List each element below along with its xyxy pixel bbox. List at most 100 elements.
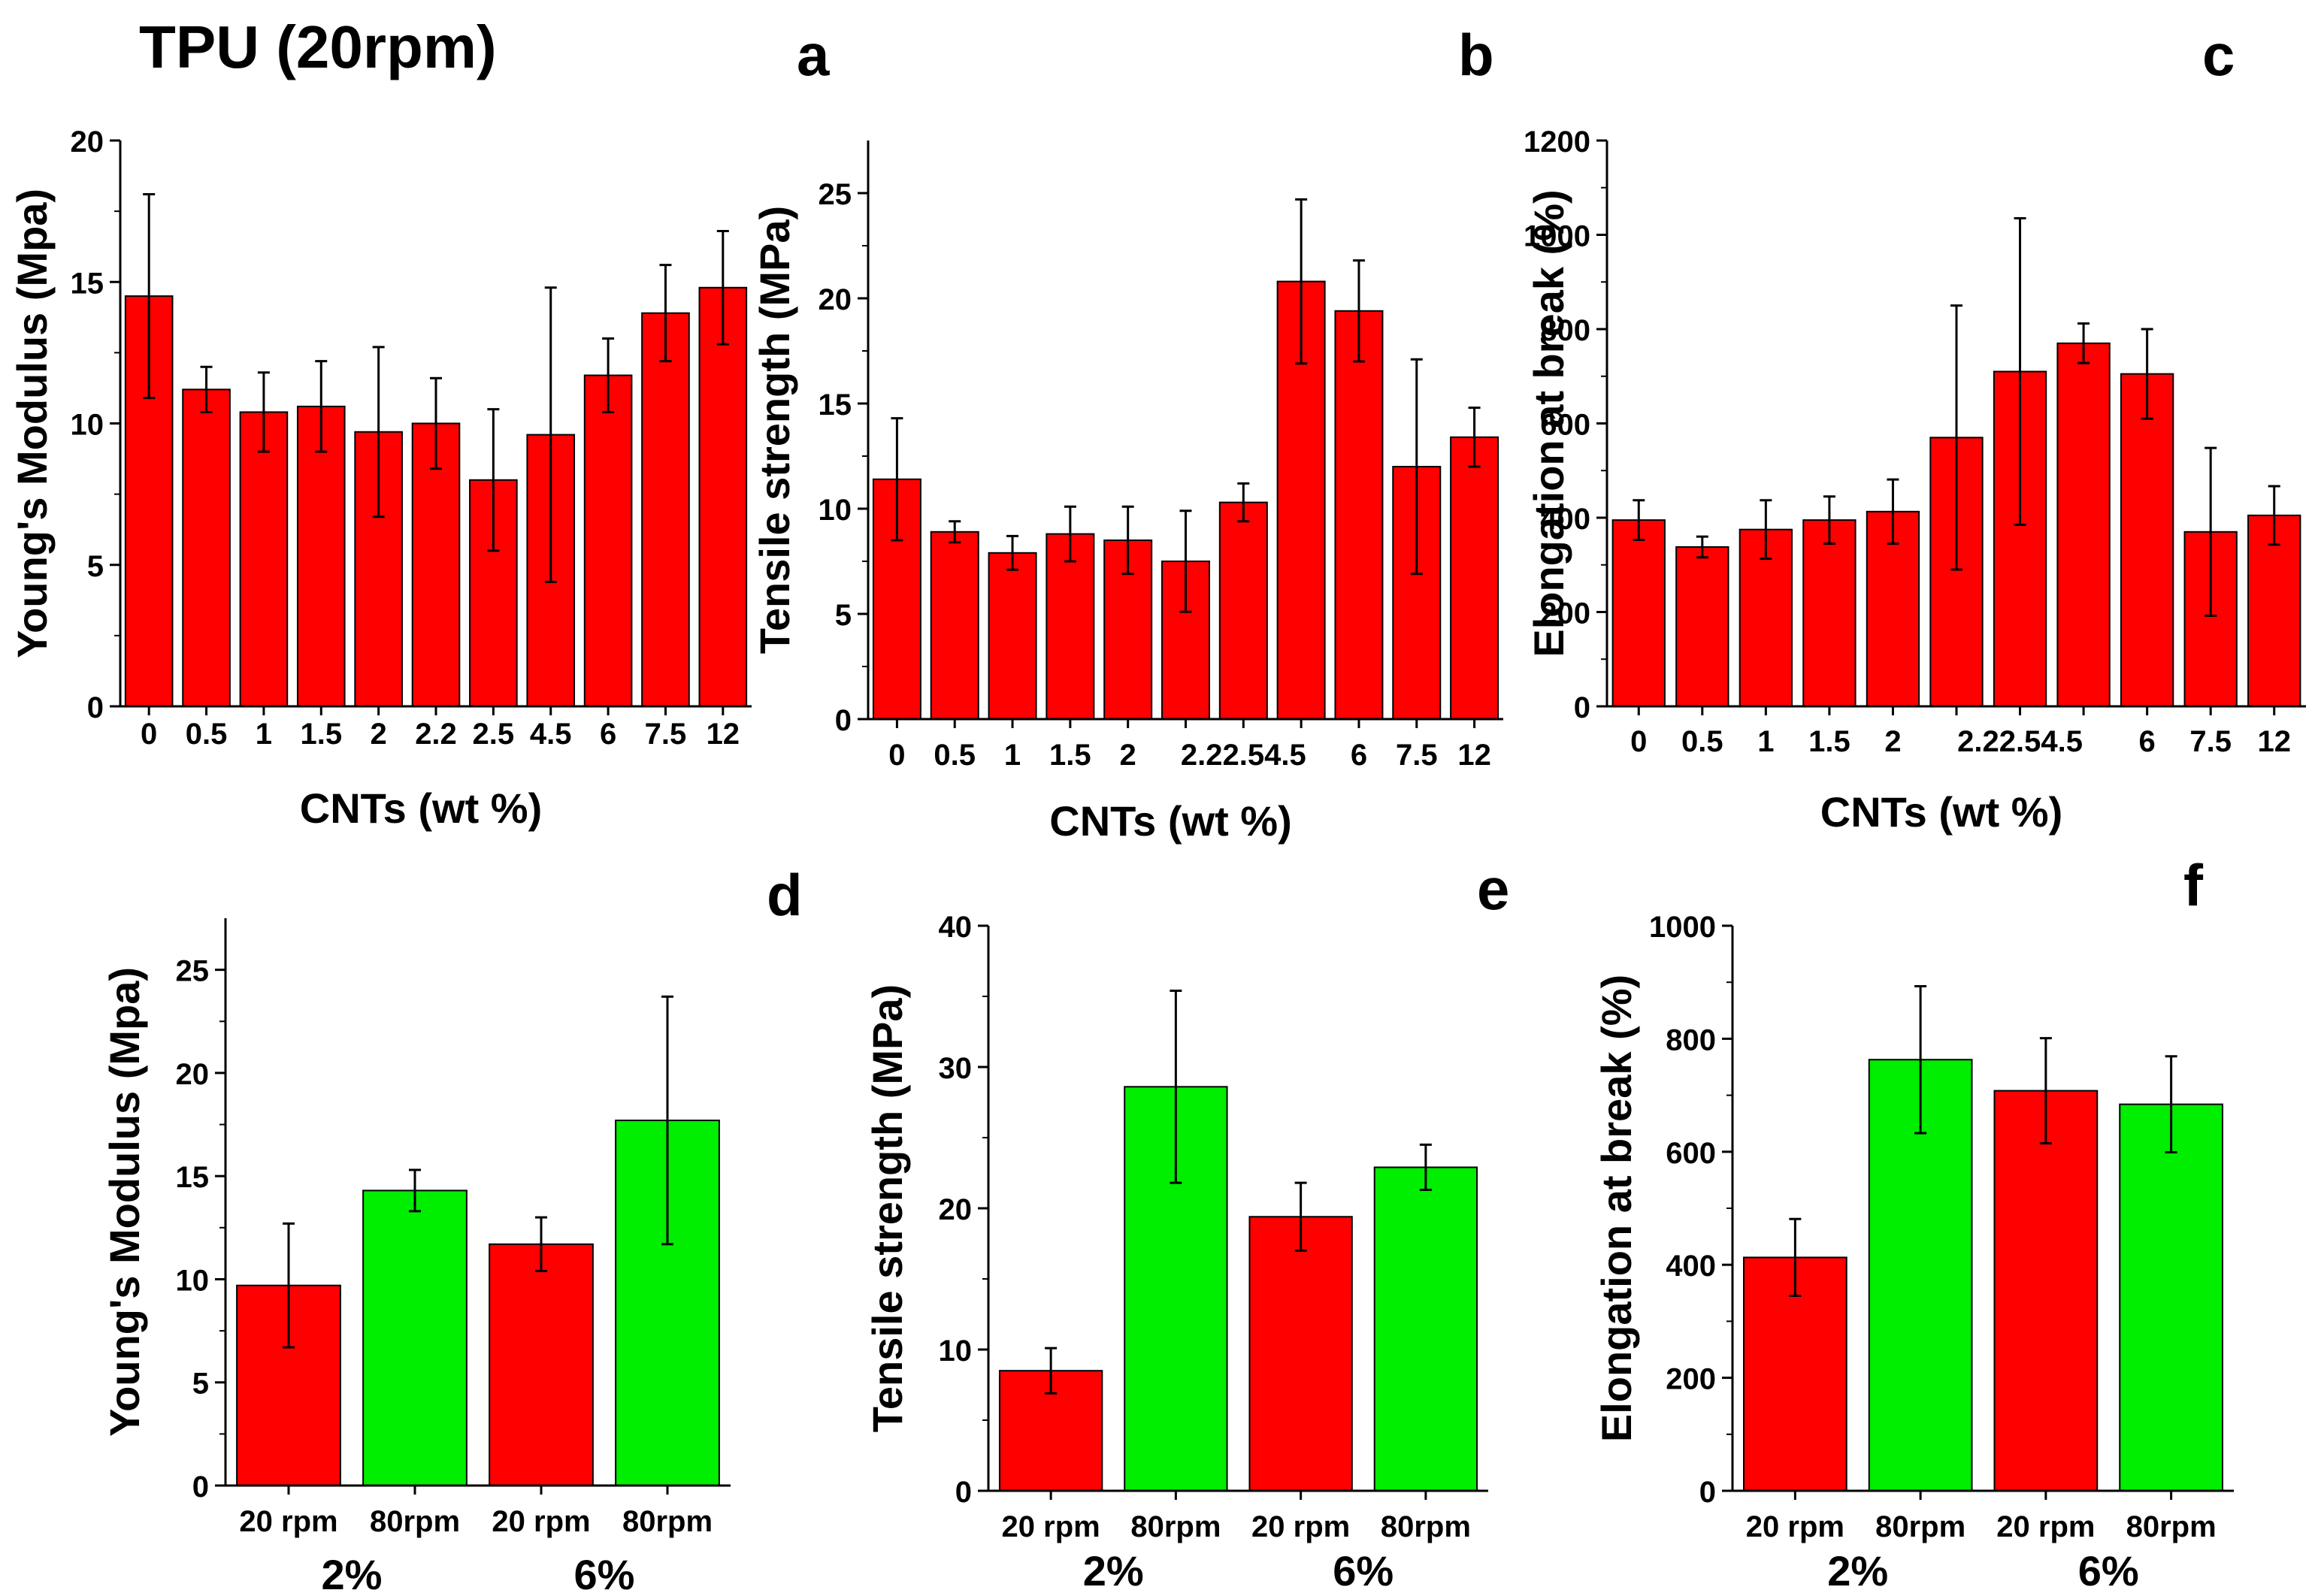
x-tick-label: 2.22.54.5 (1957, 725, 2083, 758)
panel-letter: d (767, 862, 803, 928)
bar (1373, 1166, 1478, 1492)
y-tick-label: 5 (87, 550, 104, 583)
x-tick-label: 0.5 (934, 739, 976, 772)
x-tick-label: 1.5 (300, 718, 342, 751)
bar (988, 552, 1037, 720)
x-tick-label: 0 (1630, 725, 1647, 758)
bar (1675, 546, 1729, 708)
x-tick-label: 20 rpm (492, 1505, 590, 1538)
bar (239, 411, 289, 707)
x-tick-label: 2.2 (415, 718, 457, 751)
x-tick-label: 20 rpm (1746, 1510, 1844, 1543)
x-tick-label: 80rpm (1381, 1510, 1471, 1543)
y-tick-label: 30 (939, 1052, 973, 1085)
x-tick-label: 80rpm (1130, 1510, 1221, 1543)
y-tick-label: 1000 (1649, 911, 1716, 944)
y-axis-title: Young's Modulus (Mpa) (8, 189, 56, 658)
x-tick-label: 2.5 (473, 718, 515, 751)
y-tick-label: 600 (1666, 1137, 1716, 1170)
x-tick-label: 6 (2139, 725, 2156, 758)
y-tick-label: 0 (1574, 691, 1590, 724)
x-axis-title: CNTs (wt %) (1820, 788, 2063, 836)
bar (362, 1189, 468, 1487)
y-tick-label: 5 (835, 599, 852, 632)
bar (1248, 1216, 1353, 1492)
bar (2247, 514, 2301, 707)
y-tick-label: 10 (819, 494, 852, 527)
y-tick-label: 0 (1699, 1476, 1716, 1509)
y-tick-label: 25 (819, 178, 852, 211)
x-tick-label: 80rpm (622, 1505, 713, 1538)
x-tick-label: 20 rpm (1251, 1510, 1350, 1543)
bar (583, 374, 633, 707)
bar (1802, 519, 1857, 708)
y-axis-title: Tensile strength (MPa) (751, 206, 798, 654)
x-tick-label: 20 rpm (239, 1505, 337, 1538)
x-tick-label: 12 (1457, 739, 1491, 772)
x-tick-label: 1.5 (1049, 739, 1091, 772)
bar (489, 1243, 594, 1487)
x-tick-label: 0 (888, 739, 905, 772)
x-axis-title: CNTs (wt %) (1049, 797, 1292, 845)
x-tick-label: 0.5 (1681, 725, 1723, 758)
x-tick-label: 1.5 (1808, 725, 1850, 758)
x-tick-label: 6 (1351, 739, 1367, 772)
panel-e-tensile-strength-rpm: e 0 10 20 30 40 20 rpm 80rpm 20 rpm 80rpm 2% 6% Tens… (864, 856, 1509, 1594)
panel-letter: c (2202, 22, 2235, 88)
x-tick-label: 2 (1120, 739, 1136, 772)
x-tick-label: 12 (707, 718, 740, 751)
x-tick-label: 80rpm (2126, 1510, 2217, 1543)
y-tick-label: 600 (1540, 409, 1590, 442)
bar (2056, 342, 2111, 707)
group-label: 2% (1827, 1547, 1888, 1594)
y-axis-title: Tensile strength (MPa) (864, 984, 911, 1432)
y-tick-label: 40 (939, 911, 973, 944)
y-tick-label: 1000 (1524, 220, 1590, 253)
panel-c-elongation-at-break: c 0 200 400 600 800 1000 1200 0 0.5 1 1.5 2 2.22.54.5… (1524, 22, 2306, 836)
y-tick-label: 400 (1666, 1250, 1716, 1283)
x-tick-label: 80rpm (1875, 1510, 1965, 1543)
bar (1450, 436, 1499, 720)
group-label: 6% (2078, 1547, 2139, 1594)
y-tick-label: 0 (192, 1471, 209, 1504)
panel-a-youngs-modulus: a 0 5 10 15 20 0 0.5 1 1.5 2 2.2 2.5 4.5 6 7.5 12 CNTs (w… (8, 22, 830, 832)
y-tick-label: 25 (176, 955, 210, 988)
bar (1334, 310, 1384, 720)
x-tick-label: 1 (1004, 739, 1021, 772)
y-tick-label: 800 (1540, 314, 1590, 347)
y-tick-label: 0 (955, 1476, 972, 1509)
y-tick-label: 20 (939, 1193, 973, 1226)
x-tick-label: 20 rpm (1996, 1510, 2095, 1543)
bar (2119, 1103, 2223, 1492)
x-axis-title: CNTs (wt %) (300, 784, 543, 832)
bar (641, 312, 690, 708)
x-tick-label: 2 (371, 718, 387, 751)
figure-title: TPU (20rpm) (139, 14, 497, 80)
y-tick-label: 0 (87, 691, 104, 724)
y-tick-label: 200 (1540, 597, 1590, 630)
y-axis-title: Elongation at break (%) (1593, 975, 1640, 1442)
y-axis-title: Young's Modulus (Mpa) (101, 967, 148, 1437)
x-tick-label: 12 (2257, 725, 2291, 758)
x-tick-label: 0.5 (186, 718, 228, 751)
y-tick-label: 20 (819, 283, 852, 316)
bar (411, 422, 461, 707)
x-tick-label: 20 rpm (1002, 1510, 1100, 1543)
y-tick-label: 20 (176, 1058, 210, 1091)
x-tick-label: 7.5 (645, 718, 687, 751)
group-label: 2% (1083, 1547, 1144, 1594)
x-tick-label: 7.5 (2189, 725, 2232, 758)
y-tick-label: 200 (1666, 1363, 1716, 1396)
x-tick-label: 0 (141, 718, 157, 751)
bar (1611, 519, 1666, 708)
group-label: 2% (322, 1551, 383, 1596)
y-tick-label: 0 (835, 704, 852, 737)
bar (1929, 437, 1984, 707)
y-tick-label: 800 (1666, 1023, 1716, 1056)
bar (2120, 373, 2174, 707)
bar (698, 286, 748, 707)
y-tick-label: 400 (1540, 503, 1590, 536)
group-label: 6% (1333, 1547, 1394, 1594)
y-tick-label: 20 (71, 125, 104, 159)
